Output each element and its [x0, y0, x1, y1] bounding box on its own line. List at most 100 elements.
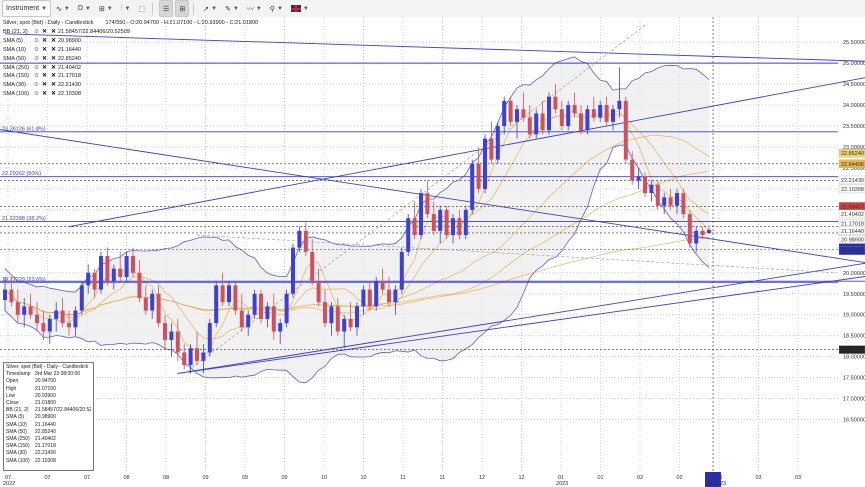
close-icon[interactable]: ✕	[41, 46, 47, 53]
measure-button[interactable]: 〰 ▼	[244, 1, 265, 16]
visibility-icon[interactable]: ✕	[50, 28, 56, 35]
candle-body	[444, 209, 449, 236]
close-icon[interactable]: ✕	[41, 82, 47, 89]
draw-button[interactable]: ➚ ▼	[200, 1, 220, 16]
candle-body	[163, 323, 167, 340]
x-tick-label: 10	[321, 475, 327, 481]
indicator-value: 22.21430	[58, 82, 81, 89]
indicator-button[interactable]: ⊞ ▼	[96, 1, 116, 16]
study-button[interactable]: ⫶ ▼	[118, 1, 134, 16]
tooltip-value: 22.85240	[35, 428, 56, 435]
candle-body	[143, 297, 148, 311]
indicator-value: 22.10308	[58, 91, 81, 98]
candle-body	[73, 310, 78, 328]
visibility-icon[interactable]: ✕	[50, 37, 56, 44]
candle-body	[515, 109, 519, 122]
close-icon[interactable]: ✕	[41, 55, 47, 62]
candle-body	[28, 306, 33, 315]
projection-line	[196, 234, 838, 274]
candle-body	[118, 268, 123, 277]
instrument-dropdown[interactable]: Instrument ▼	[2, 0, 52, 17]
pencil-button[interactable]: ✎ ▼	[222, 1, 242, 16]
x-tick-label: 11	[400, 475, 406, 481]
settings-icon[interactable]: ⚙	[34, 73, 39, 80]
settings-icon[interactable]: ⚙	[34, 64, 39, 71]
tooltip-value: 22.10308	[35, 457, 56, 464]
timeframe-dropdown[interactable]: D ▼	[75, 1, 94, 16]
price-label-box	[838, 246, 865, 255]
visibility-icon[interactable]: ✕	[50, 73, 56, 80]
candle-body	[86, 272, 91, 286]
candle-body	[431, 214, 436, 231]
chart-title: Silver, spot (Bid) - Daily - Candlestick	[3, 20, 94, 26]
visibility-icon[interactable]: ✕	[50, 82, 56, 89]
candle-body	[310, 251, 315, 282]
settings-icon[interactable]: ⚙	[34, 37, 39, 44]
tooltip-key: Open	[6, 378, 19, 385]
x-tick-label: 03	[756, 475, 762, 481]
indicator-list: BB (21, 2) ⚙ ✕ ✕ 21.58457/22.84406/20.52509 S…	[3, 28, 258, 99]
close-icon[interactable]: ✕	[41, 37, 47, 44]
candle-body	[387, 289, 391, 303]
candle-body	[393, 289, 398, 303]
visibility-icon[interactable]: ✕	[50, 55, 56, 62]
candle-body	[323, 302, 327, 324]
current-date-year: 2023	[706, 481, 718, 487]
x-tick-label: 01	[558, 475, 564, 481]
settings-icon[interactable]: ⚙	[34, 82, 39, 89]
candle-body	[60, 310, 65, 324]
price-label: 21.16440	[841, 229, 864, 235]
tooltip-row: SMA (150) 21.17018	[6, 443, 91, 450]
search-button[interactable]: ⚲ ▼	[267, 1, 286, 16]
candle-body	[214, 285, 219, 324]
settings-icon[interactable]: ⚙	[34, 28, 39, 35]
close-icon[interactable]: ✕	[41, 91, 47, 98]
indicator-icon: ⊞	[98, 5, 105, 13]
fib-level-label: 23.36126 (61.8%)	[2, 126, 46, 132]
visibility-icon[interactable]: ✕	[50, 91, 56, 98]
close-icon[interactable]: ✕	[41, 28, 47, 35]
chart-type-button[interactable]: ∿ ▼	[53, 1, 73, 16]
candle-body	[182, 352, 187, 366]
price-label-box	[838, 175, 865, 185]
tooltip-row: Close 21.01800	[6, 400, 91, 407]
tooltip-row: Low 20.93900	[6, 393, 91, 400]
crosshair-toggle[interactable]: ☰	[159, 0, 174, 17]
candle-body	[3, 289, 7, 301]
settings-icon[interactable]: ⚙	[34, 55, 39, 62]
tooltip-row: SMA (100) 22.10308	[6, 458, 91, 465]
candle-body	[35, 314, 39, 324]
language-button[interactable]: ▼	[288, 1, 312, 16]
close-icon[interactable]: ✕	[41, 73, 47, 80]
price-chart[interactable]: 25.50000 25.00000 24.50000 24.00000 23.50000…	[0, 17, 865, 487]
settings-icon[interactable]: ⚙	[34, 46, 39, 53]
x-tick-label: 09	[282, 475, 288, 481]
y-tick-label: 25.50000	[843, 40, 865, 46]
trendline	[0, 129, 865, 263]
visibility-icon[interactable]: ✕	[50, 64, 56, 71]
indicator-label: SMA (50)	[3, 55, 26, 62]
candle-body	[15, 302, 20, 315]
price-label: 21.58457	[841, 204, 864, 210]
close-icon[interactable]: ✕	[41, 64, 47, 71]
candle-body	[553, 96, 558, 110]
candle-body	[54, 310, 59, 319]
indicator-label: SMA (250)	[3, 64, 29, 71]
tooltip-value: 21.40402	[35, 436, 56, 443]
indicator-label: SMA (10)	[3, 46, 26, 53]
candle-body	[195, 348, 199, 361]
tooltip-key: SMA (10)	[6, 421, 27, 428]
indicator-value: 21.17018	[58, 73, 81, 80]
layout-button[interactable]: ⬚	[135, 1, 148, 16]
candle-body	[662, 197, 667, 206]
settings-icon[interactable]: ⚙	[34, 91, 39, 98]
candle-body	[355, 306, 359, 328]
candle-body	[598, 105, 603, 118]
tooltip-value: 22.21430	[35, 450, 56, 457]
candle-body	[284, 293, 289, 324]
x-tick-label: 11	[440, 475, 446, 481]
visibility-icon[interactable]: ✕	[50, 46, 56, 53]
chevron-down-icon: ▼	[211, 5, 218, 12]
indicator-value: 20.98900	[58, 37, 81, 44]
grid-toggle[interactable]: ⊞	[175, 0, 190, 17]
